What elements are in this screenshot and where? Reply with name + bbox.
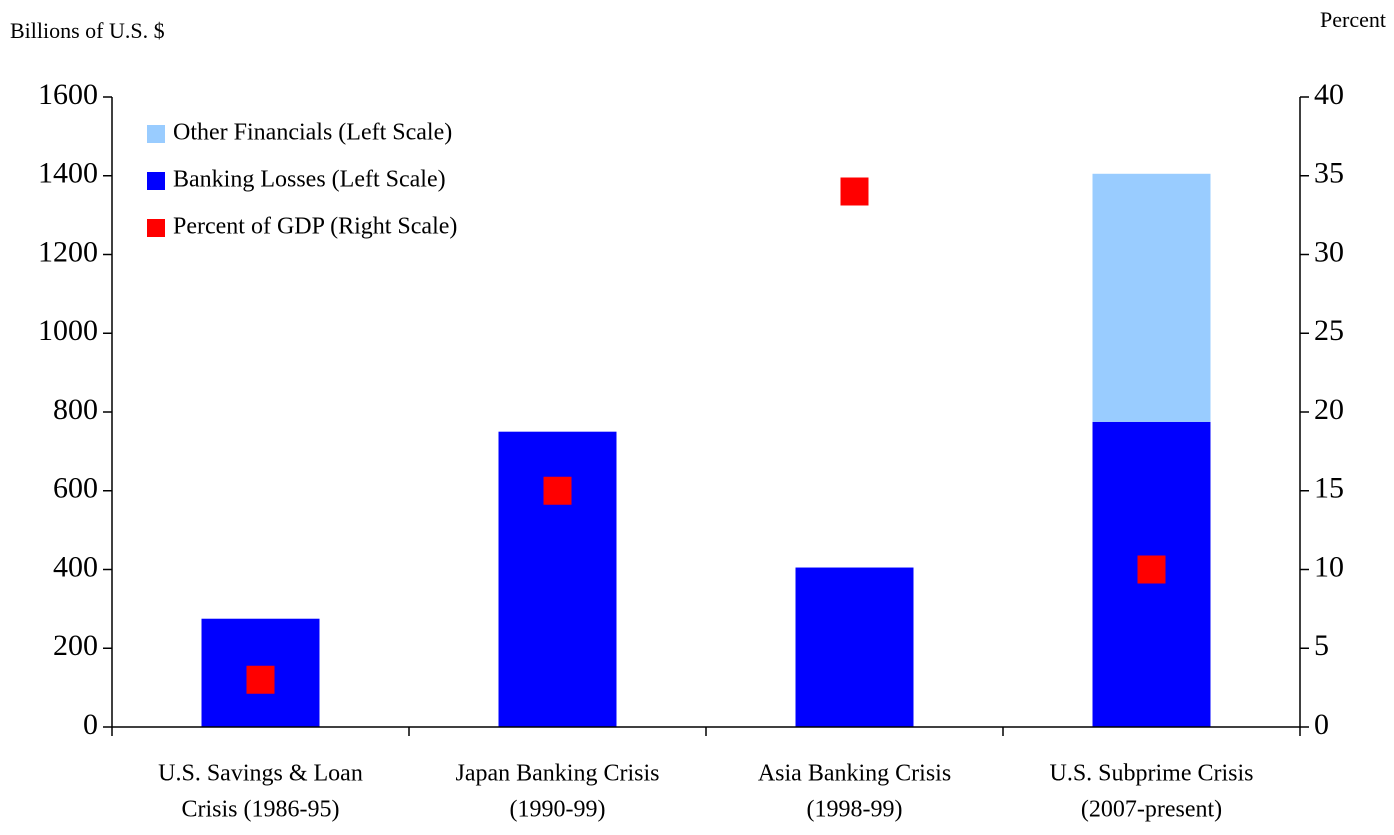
x-tick-label: Asia Banking Crisis xyxy=(758,761,951,787)
x-tick-label: Japan Banking Crisis xyxy=(456,761,660,787)
y2-tick-label: 5 xyxy=(1314,629,1329,662)
x-tick-label: U.S. Savings & Loan xyxy=(158,761,363,787)
y-tick-label: 1600 xyxy=(38,78,98,111)
y-tick-label: 1400 xyxy=(38,157,98,190)
y-tick-label: 800 xyxy=(53,393,98,426)
marker xyxy=(840,177,869,206)
bar xyxy=(795,567,914,727)
legend-label: Percent of GDP (Right Scale) xyxy=(173,214,457,240)
y2-tick-label: 30 xyxy=(1314,235,1344,268)
y2-axis-title: Percent xyxy=(1320,7,1386,32)
x-tick-label: (1990-99) xyxy=(510,797,606,823)
x-tick-label: (2007-present) xyxy=(1081,797,1222,823)
y2-tick-label: 10 xyxy=(1314,550,1344,583)
y2-tick-label: 25 xyxy=(1314,314,1344,347)
y-tick-label: 600 xyxy=(53,472,98,505)
y2-tick-label: 40 xyxy=(1314,78,1344,111)
y2-tick-label: 0 xyxy=(1314,708,1329,741)
x-tick-label: U.S. Subprime Crisis xyxy=(1049,761,1253,787)
marker xyxy=(246,665,275,694)
legend-label: Other Financials (Left Scale) xyxy=(173,120,452,146)
y2-tick-label: 20 xyxy=(1314,393,1344,426)
bar xyxy=(498,431,617,727)
x-tick-label: Crisis (1986-95) xyxy=(182,797,340,823)
marker xyxy=(543,476,572,505)
legend-swatch xyxy=(147,125,165,143)
y-axis-title: Billions of U.S. $ xyxy=(10,18,165,43)
y-tick-label: 0 xyxy=(83,708,98,741)
marker xyxy=(1137,555,1166,584)
y-tick-label: 200 xyxy=(53,629,98,662)
y-tick-label: 1200 xyxy=(38,235,98,268)
y-tick-label: 400 xyxy=(53,550,98,583)
y-tick-label: 1000 xyxy=(38,314,98,347)
legend-label: Banking Losses (Left Scale) xyxy=(173,167,446,193)
x-tick-label: (1998-99) xyxy=(807,797,903,823)
legend-swatch xyxy=(147,219,165,237)
legend-swatch xyxy=(147,172,165,190)
y2-tick-label: 15 xyxy=(1314,472,1344,505)
y2-tick-label: 35 xyxy=(1314,157,1344,190)
bar xyxy=(1092,173,1211,422)
